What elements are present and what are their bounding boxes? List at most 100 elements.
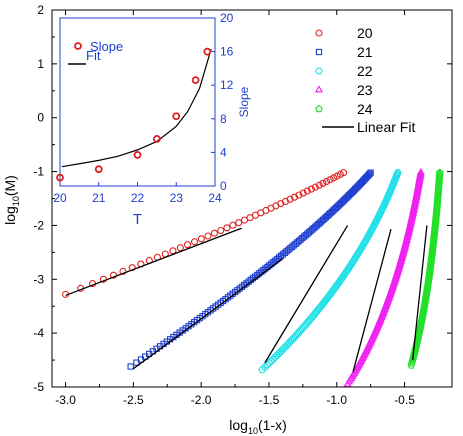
data-point bbox=[323, 295, 331, 303]
inset-frame bbox=[59, 17, 216, 187]
inset-slope-point bbox=[133, 151, 142, 159]
y-axis-title: log10(M) bbox=[2, 175, 21, 225]
data-point bbox=[436, 168, 444, 176]
inset-legend-label-slope: Slope bbox=[90, 39, 123, 54]
data-point bbox=[127, 363, 134, 370]
data-point bbox=[217, 226, 225, 235]
data-point bbox=[235, 219, 243, 227]
x-tick-label: -3.0 bbox=[55, 393, 76, 407]
data-point bbox=[393, 169, 402, 177]
x-tick-label: -2.5 bbox=[123, 393, 144, 407]
legend: 20 21 22 23 24 Linear Fit bbox=[314, 25, 415, 135]
data-point bbox=[393, 170, 402, 178]
data-point bbox=[320, 297, 329, 305]
data-point bbox=[176, 244, 184, 252]
data-point bbox=[267, 357, 276, 365]
data-point bbox=[326, 291, 335, 298]
y-tick-label: -3 bbox=[33, 272, 44, 286]
data-point bbox=[325, 292, 334, 300]
data-point bbox=[190, 238, 199, 246]
x-tick-label: -1.5 bbox=[259, 393, 280, 407]
data-point bbox=[271, 353, 279, 361]
inset-slope-point bbox=[191, 76, 200, 85]
y-tick-label: -5 bbox=[33, 380, 44, 394]
data-point bbox=[311, 183, 319, 191]
inset-y-tick-label: 4 bbox=[220, 145, 227, 159]
data-point bbox=[311, 309, 320, 317]
series-23 bbox=[343, 167, 425, 387]
y-tick-label: -1 bbox=[33, 165, 44, 179]
legend-marker-21 bbox=[315, 48, 323, 56]
data-point bbox=[119, 267, 127, 275]
y-tick-label: 0 bbox=[37, 111, 44, 125]
inset-slope-point bbox=[203, 47, 212, 56]
data-point bbox=[323, 177, 331, 186]
inset-y-tick-label: 0 bbox=[220, 179, 227, 193]
data-point bbox=[299, 189, 307, 197]
inset-slope-point bbox=[56, 173, 64, 182]
axis-titles: log10(1-x) log10(M) bbox=[2, 175, 287, 436]
data-point bbox=[312, 307, 321, 315]
data-point bbox=[315, 305, 324, 312]
inset-y-tick-label: 20 bbox=[220, 11, 234, 25]
inset-x-tick-label: 20 bbox=[53, 191, 67, 205]
linear-fit-line bbox=[412, 225, 428, 361]
data-point bbox=[314, 306, 323, 314]
series-24 bbox=[407, 168, 444, 369]
data-point bbox=[392, 171, 401, 179]
data-point bbox=[204, 232, 212, 240]
inset-y-tick-label: 16 bbox=[220, 45, 234, 59]
data-point bbox=[326, 176, 334, 184]
data-point bbox=[290, 193, 299, 201]
y-tick-label: 1 bbox=[37, 57, 44, 71]
data-point bbox=[315, 181, 323, 189]
inset-x-tick-label: 23 bbox=[170, 191, 184, 205]
data-point bbox=[210, 229, 218, 237]
inset-x-tick-label: 24 bbox=[208, 191, 222, 205]
data-point bbox=[229, 221, 237, 229]
x-axis-title: log10(1-x) bbox=[229, 417, 286, 436]
inset-y-tick-label: 8 bbox=[220, 112, 227, 126]
data-point bbox=[197, 235, 205, 243]
inset-y-tick-label: 12 bbox=[220, 78, 234, 92]
data-point bbox=[307, 185, 315, 193]
data-point bbox=[319, 179, 327, 187]
inset-y-axis-title: Slope bbox=[237, 86, 251, 117]
data-point bbox=[272, 352, 281, 359]
data-point bbox=[303, 187, 311, 195]
data-point bbox=[277, 347, 286, 354]
data-point bbox=[339, 169, 348, 177]
inset-x-tick-label: 21 bbox=[92, 191, 106, 205]
data-point bbox=[416, 167, 425, 175]
data-point bbox=[274, 350, 283, 358]
linear-fit-line bbox=[352, 229, 392, 373]
data-point bbox=[223, 224, 231, 232]
data-point bbox=[183, 241, 192, 249]
legend-marker-20 bbox=[315, 29, 323, 37]
data-point bbox=[258, 366, 267, 374]
series-22 bbox=[258, 169, 402, 374]
x-tick-label: -1.0 bbox=[326, 393, 347, 407]
data-point bbox=[281, 343, 289, 351]
legend-label-24: 24 bbox=[357, 101, 373, 117]
data-point bbox=[318, 300, 327, 308]
linear-fit-line bbox=[65, 227, 243, 297]
y-tick-label: -2 bbox=[33, 218, 44, 232]
legend-marker-23 bbox=[314, 85, 324, 93]
legend-label-linear-fit: Linear Fit bbox=[357, 119, 415, 135]
linear-fit-line bbox=[132, 258, 283, 370]
data-point bbox=[279, 345, 288, 353]
legend-label-23: 23 bbox=[357, 82, 373, 98]
inset-x-tick-label: 22 bbox=[131, 191, 145, 205]
data-point bbox=[276, 348, 285, 356]
data-point bbox=[295, 191, 303, 199]
legend-marker-22 bbox=[315, 67, 323, 75]
x-tick-label: -2.0 bbox=[191, 393, 212, 407]
y-tick-label: -4 bbox=[33, 326, 44, 340]
inset-legend-marker bbox=[74, 42, 82, 50]
data-point bbox=[324, 293, 332, 301]
data-point bbox=[316, 303, 325, 311]
inset-legend-label-fit: Fit bbox=[86, 48, 101, 63]
